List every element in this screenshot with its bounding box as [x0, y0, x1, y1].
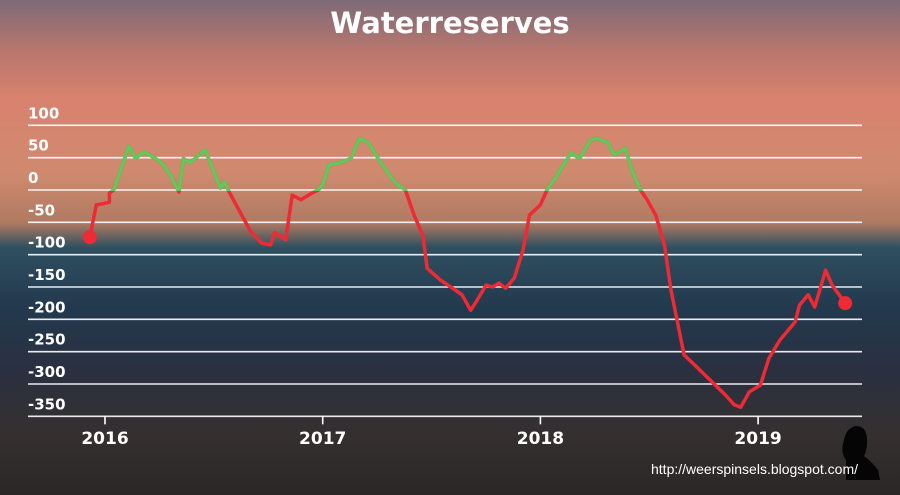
x-tick-label: 2019 — [734, 429, 781, 449]
x-tick-label: 2018 — [517, 429, 564, 449]
y-tick-label: -150 — [28, 266, 66, 284]
start-marker — [82, 230, 97, 245]
x-tick-label: 2016 — [81, 429, 128, 449]
series-line-positive — [109, 136, 644, 191]
series-line-negative — [88, 136, 847, 410]
watermark-url: http://weerspinsels.blogspot.com/ — [651, 461, 858, 477]
y-tick-label: -50 — [28, 201, 55, 219]
end-marker — [838, 296, 853, 311]
y-tick-label: -350 — [28, 395, 66, 413]
chart-title: Waterreserves — [330, 6, 570, 40]
y-tick-label: 100 — [28, 104, 59, 122]
y-tick-label: 0 — [28, 169, 38, 187]
y-tick-label: -300 — [28, 363, 66, 381]
y-tick-label: -100 — [28, 234, 66, 252]
y-tick-label: 50 — [28, 137, 49, 155]
y-tick-label: -200 — [28, 298, 66, 316]
y-tick-label: -250 — [28, 331, 66, 349]
x-tick-label: 2017 — [299, 429, 346, 449]
